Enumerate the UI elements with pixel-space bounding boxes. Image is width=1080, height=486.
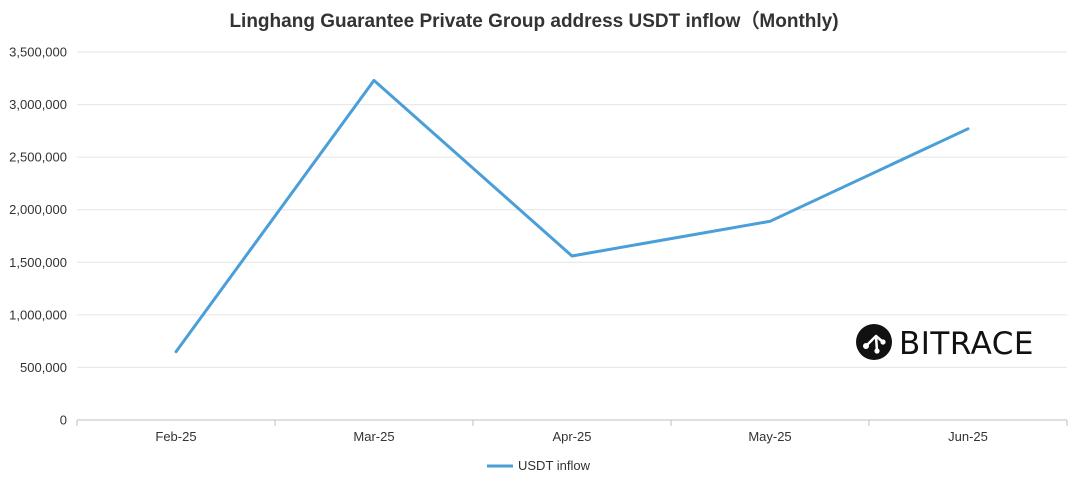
y-tick-label: 500,000 [20,360,67,375]
chart-title: Linghang Guarantee Private Group address… [229,9,838,32]
y-tick-label: 3,500,000 [9,45,67,60]
y-tick-label: 2,500,000 [9,150,67,165]
x-tick-label: Feb-25 [155,429,196,444]
legend-label-usdt-inflow: USDT inflow [518,458,591,473]
x-tick-label: Apr-25 [552,429,591,444]
bitrace-watermark: BITRACE [856,324,1034,362]
y-tick-label: 3,000,000 [9,97,67,112]
gridlines [77,51,1067,368]
y-tick-label: 0 [60,413,67,428]
y-axis-tick-labels: 0 500,000 1,000,000 1,500,000 2,000,000 2,500… [9,45,67,428]
y-tick-label: 1,500,000 [9,255,67,270]
legend[interactable]: USDT inflow [487,458,591,473]
x-axis-tick-labels: Feb-25 Mar-25 Apr-25 May-25 Jun-25 [155,429,987,444]
series-lines [174,78,970,354]
y-tick-label: 2,000,000 [9,202,67,217]
bitrace-wordmark: BITRACE [899,326,1034,362]
y-tick-label: 1,000,000 [9,307,67,322]
bitrace-logo-icon [856,324,892,360]
x-tick-label: Mar-25 [353,429,394,444]
x-axis [76,419,1068,426]
x-tick-label: May-25 [748,429,791,444]
x-tick-label: Jun-25 [948,429,988,444]
series-line-usdt-inflow [174,78,970,354]
